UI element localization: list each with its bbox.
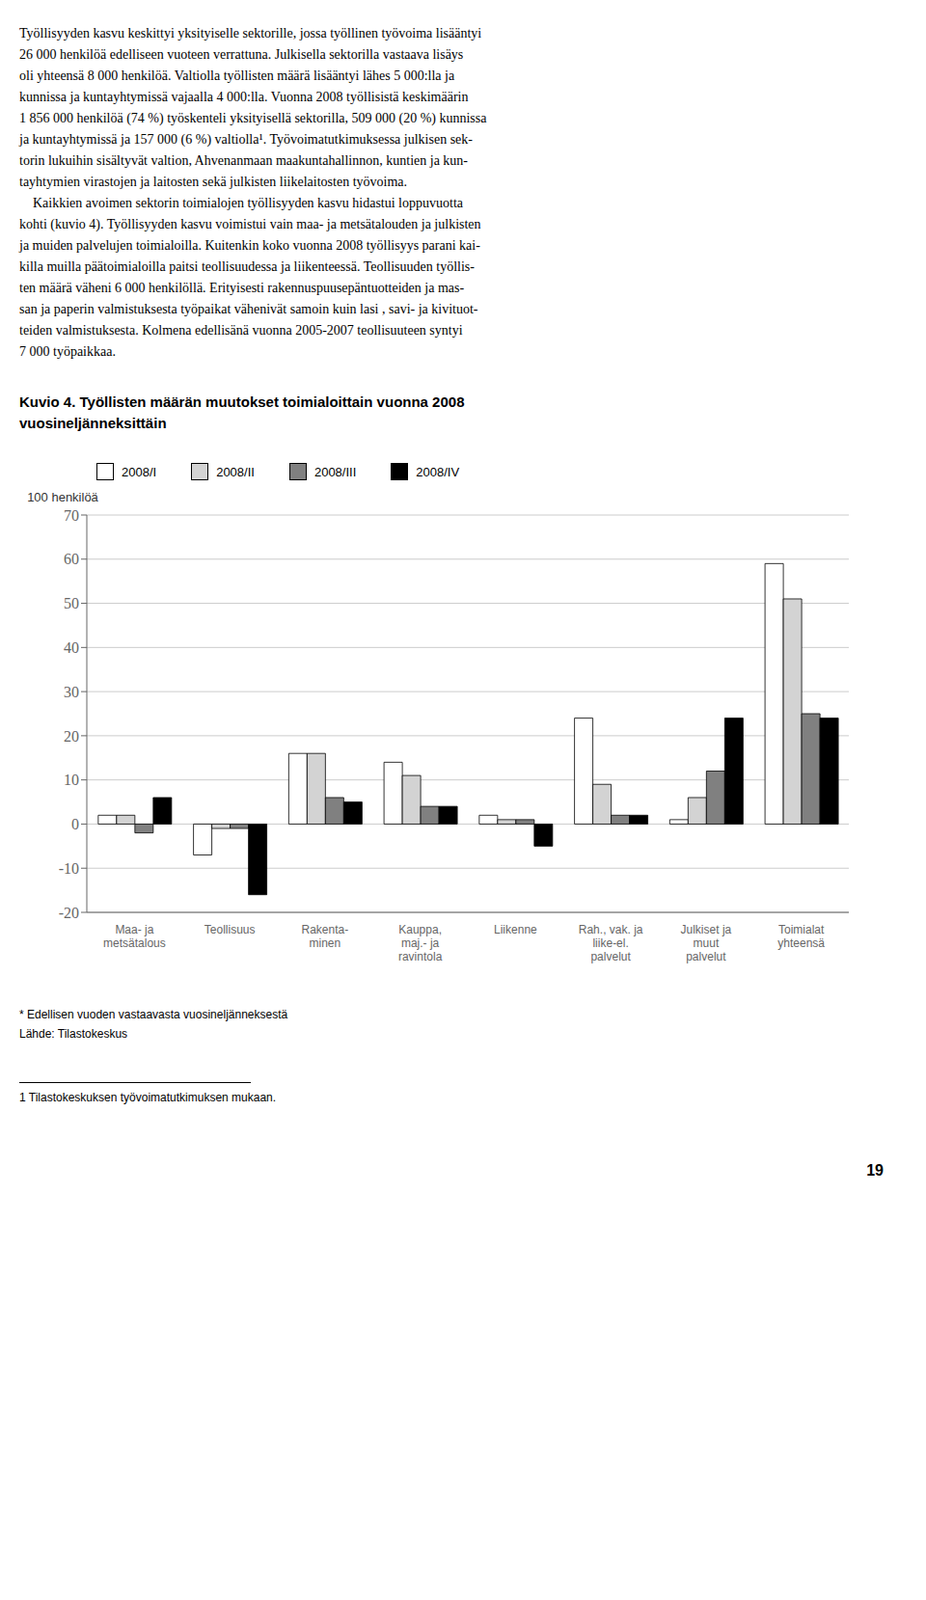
svg-text:Rah., vak. jaliike-el.palvelut: Rah., vak. jaliike-el.palvelut bbox=[578, 923, 644, 964]
html-text:2008/I: 2008/I bbox=[121, 464, 157, 479]
svg-text:60: 60 bbox=[63, 550, 80, 568]
html-text:tayhtymien virastojen ja laito: tayhtymien virastojen ja laitosten sekä … bbox=[19, 174, 408, 190]
svg-text:70: 70 bbox=[63, 507, 80, 524]
html-text:Kuvio 4. Työllisten määrän muu: Kuvio 4. Työllisten määrän muutokset toi… bbox=[19, 393, 465, 410]
svg-text:30: 30 bbox=[63, 683, 80, 701]
svg-text:Rakenta-minen: Rakenta-minen bbox=[301, 923, 350, 951]
svg-text:0: 0 bbox=[71, 816, 80, 833]
svg-text:Liikenne: Liikenne bbox=[493, 923, 538, 937]
html-text:2008/III: 2008/III bbox=[314, 464, 357, 479]
html-text:19: 19 bbox=[866, 1162, 884, 1179]
html-text:1 Tilastokeskuksen työvoimatut: 1 Tilastokeskuksen työvoimatutkimuksen m… bbox=[19, 1090, 276, 1105]
html-text:torin lukuihin sisältyvät valt: torin lukuihin sisältyvät valtion, Ahven… bbox=[19, 153, 468, 168]
html-text:2008/II: 2008/II bbox=[216, 464, 255, 479]
svg-text:Teollisuus: Teollisuus bbox=[204, 923, 256, 937]
svg-text:Julkiset jamuutpalvelut: Julkiset jamuutpalvelut bbox=[680, 923, 733, 964]
html-text:ten määrä väheni 6 000 henkilö: ten määrä väheni 6 000 henkilöllä. Erity… bbox=[19, 280, 465, 296]
html-text:killa muilla päätoimialoilla p: killa muilla päätoimialoilla paitsi teol… bbox=[19, 259, 475, 274]
html-text:* Edellisen vuoden vastaavasta: * Edellisen vuoden vastaavasta vuosinelj… bbox=[19, 1007, 288, 1022]
html-text:1 856 000 henkilöä (74 %) työs: 1 856 000 henkilöä (74 %) työskenteli yk… bbox=[19, 110, 487, 126]
html-text:2008/IV: 2008/IV bbox=[416, 464, 460, 479]
svg-text:Toimialatyhteensä: Toimialatyhteensä bbox=[777, 923, 825, 951]
html-text:oli yhteensä 8 000 henkilöä. V: oli yhteensä 8 000 henkilöä. Valtiolla t… bbox=[19, 68, 455, 83]
html-text:ja muiden palvelujen toimialoi: ja muiden palvelujen toimialoilla. Kuite… bbox=[19, 238, 481, 253]
html-text:ja kuntayhtymissä ja 157 000 (: ja kuntayhtymissä ja 157 000 (6 %) valti… bbox=[19, 132, 473, 147]
svg-text:50: 50 bbox=[63, 595, 80, 612]
html-text:kohti (kuvio 4). Työllisyyden: kohti (kuvio 4). Työllisyyden kasvu voim… bbox=[19, 217, 481, 232]
html-text:kunnissa ja kuntayhtymissä vaj: kunnissa ja kuntayhtymissä vajaalla 4 00… bbox=[19, 89, 469, 105]
html-text:Lähde: Tilastokeskus: Lähde: Tilastokeskus bbox=[19, 1027, 128, 1041]
svg-text:100 henkilöä: 100 henkilöä bbox=[27, 490, 99, 505]
html-text:san ja paperin valmistuksesta: san ja paperin valmistuksesta työpaikat … bbox=[19, 301, 478, 317]
svg-text:10: 10 bbox=[63, 771, 80, 789]
html-text:Työllisyyden kasvu keskittyi y: Työllisyyden kasvu keskittyi yksityisell… bbox=[19, 26, 482, 41]
html-text:vuosineljänneksittäin: vuosineljänneksittäin bbox=[19, 414, 167, 432]
html-text:7 000 työpaikkaa.: 7 000 työpaikkaa. bbox=[19, 344, 116, 359]
svg-text:-10: -10 bbox=[58, 860, 80, 877]
html-text:26 000 henkilöä edelliseen vuo: 26 000 henkilöä edelliseen vuoteen verra… bbox=[19, 47, 464, 62]
svg-text:-20: -20 bbox=[58, 904, 80, 922]
svg-text:20: 20 bbox=[63, 728, 80, 745]
svg-text:Kauppa,maj.- jaravintola: Kauppa,maj.- jaravintola bbox=[398, 923, 443, 964]
svg-text:Maa- jametsätalous: Maa- jametsätalous bbox=[103, 923, 166, 951]
html-text:teiden valmistuksesta. Kolmena: teiden valmistuksesta. Kolmena edellisän… bbox=[19, 323, 463, 338]
html-text:Kaikkien avoimen sektorin toim: Kaikkien avoimen sektorin toimialojen ty… bbox=[19, 195, 463, 211]
svg-text:40: 40 bbox=[63, 639, 80, 656]
